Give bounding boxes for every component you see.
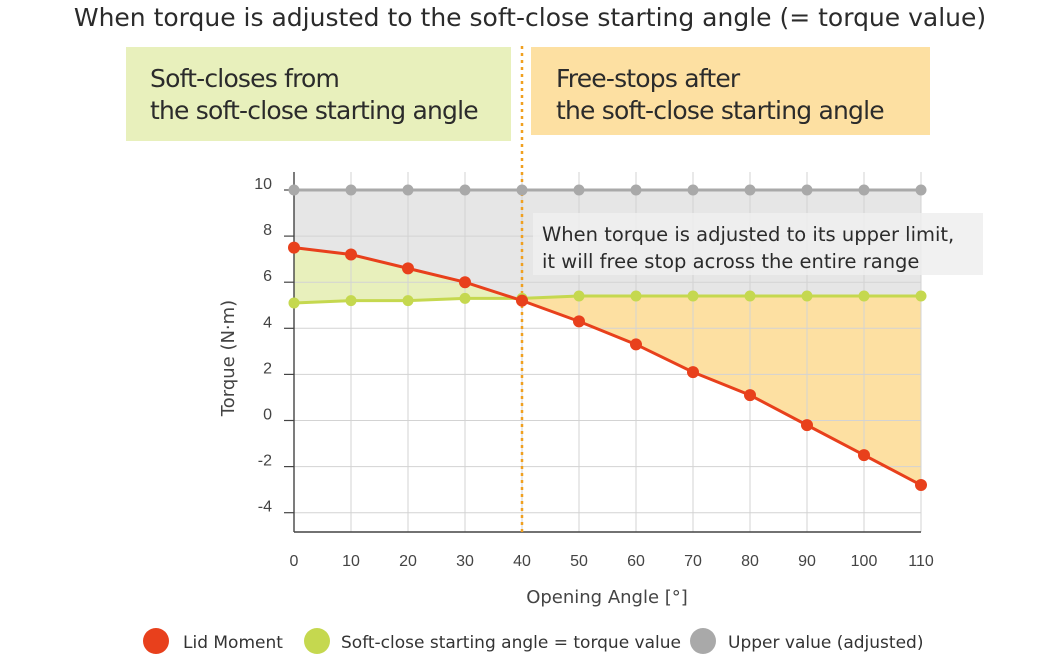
soft-close-point <box>459 292 471 304</box>
lid-moment-point <box>630 338 642 351</box>
x-tick-label: 30 <box>456 553 474 570</box>
zone-soft-close-box <box>126 47 511 141</box>
lid-moment-point <box>516 294 528 307</box>
chart-title: When torque is adjusted to the soft-clos… <box>74 3 986 32</box>
y-tick-label: 8 <box>263 222 272 239</box>
soft-close-point <box>288 297 300 309</box>
lid-moment-point <box>687 366 699 379</box>
soft-close-point <box>402 295 414 307</box>
upper-value-point <box>687 184 699 196</box>
lid-moment-point <box>744 389 756 402</box>
soft-close-point <box>345 295 357 307</box>
y-tick-label: 2 <box>263 360 272 377</box>
y-tick-label: 6 <box>263 268 272 285</box>
x-tick-label: 60 <box>627 553 645 570</box>
y-tick-label: 10 <box>254 176 272 193</box>
upper-value-point <box>402 184 414 196</box>
upper-value-point <box>459 184 471 196</box>
upper-value-point <box>915 184 927 196</box>
soft-close-point <box>744 290 756 302</box>
soft-close-point <box>630 290 642 302</box>
lid-moment-point <box>801 419 813 432</box>
x-tick-label: 50 <box>570 553 588 570</box>
upper-value-point <box>345 184 357 196</box>
upper-value-point <box>573 184 585 196</box>
zone-free-stop-line-2: the soft-close starting angle <box>556 96 884 125</box>
legend-marker <box>143 628 169 654</box>
y-tick-label: 4 <box>263 314 272 331</box>
x-tick-label: 40 <box>513 553 531 570</box>
upper-value-point <box>858 184 870 196</box>
soft-close-point <box>858 290 870 302</box>
axis-labels: Opening Angle [°] Torque (N·m) <box>218 300 688 608</box>
y-axis-label: Torque (N·m) <box>218 300 239 417</box>
legend-label: Soft-close starting angle = torque value <box>341 633 681 653</box>
legend-marker <box>304 628 330 654</box>
series-lines <box>293 188 922 487</box>
upper-value-point <box>288 184 300 196</box>
lid-moment-point <box>858 449 870 462</box>
x-axis-label: Opening Angle [°] <box>526 587 688 608</box>
upper-value-point <box>801 184 813 196</box>
soft-close-point <box>687 290 699 302</box>
y-tick-label: -4 <box>258 499 272 516</box>
x-tick-label: 70 <box>684 553 702 570</box>
soft-close-point <box>573 290 585 302</box>
x-tick-label: 110 <box>908 553 934 570</box>
lid-moment-point <box>345 248 357 261</box>
x-tick-label: 80 <box>741 553 759 570</box>
upper-value-point <box>516 184 528 196</box>
soft-close-line <box>293 294 921 305</box>
legend-label: Lid Moment <box>183 633 283 653</box>
y-tick-label: 0 <box>263 407 272 424</box>
zone-soft-close-line-1: Soft-closes from <box>150 64 339 93</box>
free-stop-area <box>522 296 921 486</box>
series-points <box>288 184 927 492</box>
x-tick-label: 10 <box>342 553 360 570</box>
zone-free-stop-line-1: Free-stops after <box>556 64 741 93</box>
annotation: When torque is adjusted to its upper lim… <box>533 213 983 275</box>
axes <box>284 46 921 533</box>
upper-value-point <box>630 184 642 196</box>
lid-moment-point <box>573 315 585 328</box>
zone-free-stop-box <box>531 47 930 135</box>
annotation-line-2: it will free stop across the entire rang… <box>542 250 919 273</box>
legend-marker <box>690 628 716 654</box>
soft-close-point <box>801 290 813 302</box>
lid-moment-line <box>293 246 922 487</box>
y-tick-label: -2 <box>258 453 272 470</box>
x-tick-label: 100 <box>851 553 878 570</box>
upper-value-point <box>744 184 756 196</box>
zone-soft-close-line-2: the soft-close starting angle <box>150 96 478 125</box>
annotation-box <box>533 213 983 275</box>
x-tick-label: 20 <box>399 553 417 570</box>
legend-label: Upper value (adjusted) <box>728 633 923 653</box>
lid-moment-point <box>402 262 414 275</box>
lid-moment-point <box>915 479 927 492</box>
x-tick-label: 90 <box>798 553 816 570</box>
soft-close-point <box>915 290 927 302</box>
x-tick-label: 0 <box>290 553 299 570</box>
lid-moment-point <box>288 241 300 254</box>
lid-moment-point <box>459 276 471 289</box>
legend: Lid Moment Soft-close starting angle = to… <box>143 628 923 654</box>
annotation-line-1: When torque is adjusted to its upper lim… <box>542 223 954 246</box>
